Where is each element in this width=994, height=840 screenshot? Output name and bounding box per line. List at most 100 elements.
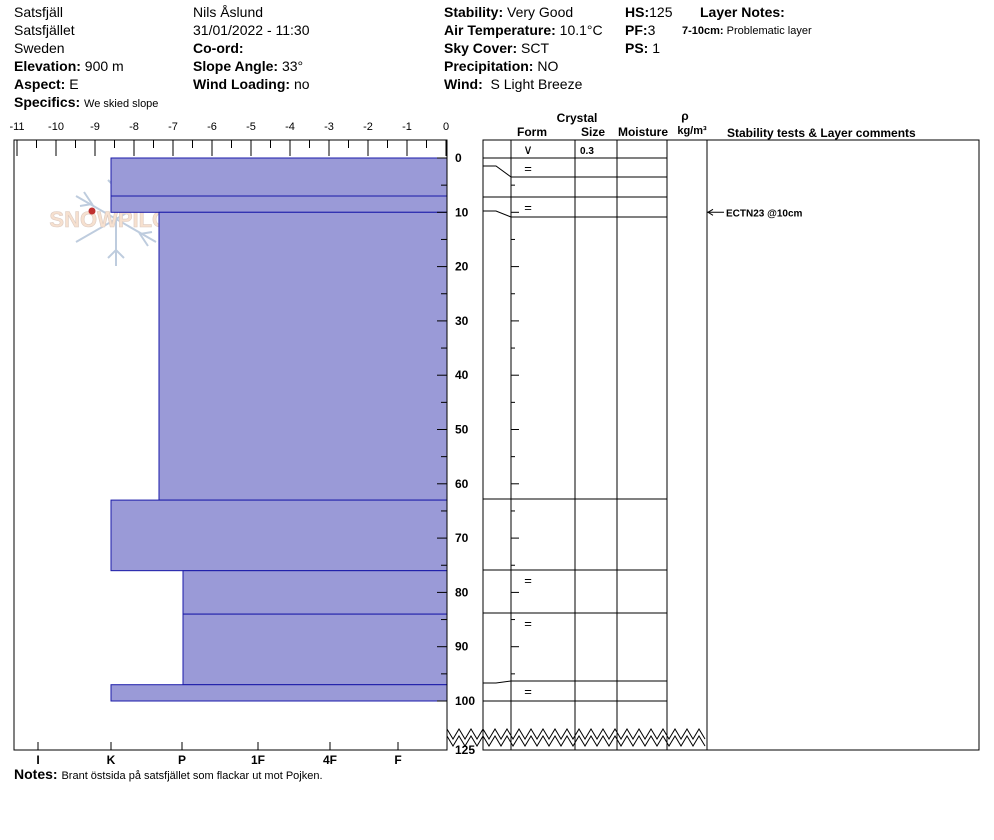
slope-value: 33° — [281, 58, 304, 74]
depth-tick-label-9: 90 — [455, 640, 469, 654]
layer-bar-4 — [182, 570, 448, 615]
elevation-value: 900 m — [84, 58, 124, 74]
location: Satsfjäll — [14, 4, 64, 20]
layer-note-text: Problematic layer — [726, 25, 812, 37]
specifics-row: Specifics: We skied slope — [14, 94, 159, 110]
temp-tick-label-1: -10 — [48, 121, 64, 133]
temp-tick-label-9: -2 — [363, 121, 373, 133]
sky-row: Sky Cover: SCT — [444, 40, 550, 56]
layer-bar-1 — [110, 195, 448, 213]
col-rho: ρ — [681, 109, 688, 123]
depth-tick-label-8: 80 — [455, 585, 469, 599]
depth-tick-label-10: 100 — [455, 694, 475, 708]
wind-loading-value: no — [293, 76, 310, 92]
break-line-b — [446, 735, 484, 747]
hardness-label-4: 4F — [323, 753, 337, 767]
layer-notes-label: Layer Notes: — [700, 4, 785, 20]
depth-tick-label-4: 40 — [455, 368, 469, 382]
precip-row: Precipitation: NO — [444, 58, 559, 74]
col-stability-tests: Stability tests & Layer comments — [727, 126, 916, 140]
stability-value: Very Good — [507, 4, 574, 20]
chart-frames — [13, 139, 980, 751]
coord-row: Co-ord: — [193, 40, 244, 56]
hardness-label-5: F — [394, 753, 401, 767]
layer-note-range: 7-10cm: — [682, 25, 724, 37]
col-density-unit: kg/m³ — [677, 125, 707, 137]
temp-tick-label-4: -7 — [168, 121, 178, 133]
temp-tick-label-6: -5 — [246, 121, 256, 133]
temp-tick-label-3: -8 — [129, 121, 139, 133]
col-crystal: Crystal — [557, 111, 598, 125]
precip-value: NO — [537, 58, 559, 74]
crystal-table: ∨ 0.3 = = = = = ECTN23 @10cm — [483, 140, 803, 750]
layer-connector-1 — [483, 165, 512, 178]
col-moisture: Moisture — [618, 125, 668, 139]
hs-value: 125 — [649, 4, 673, 20]
specifics-value: We skied slope — [84, 98, 159, 110]
slope-row: Slope Angle: 33° — [193, 58, 304, 74]
hardness-label-3: 1F — [251, 753, 265, 767]
temp-tick-label-10: -1 — [402, 121, 412, 133]
break-line-c — [482, 728, 706, 740]
notes-value: Brant östsida på satsfjället som flackar… — [61, 770, 323, 782]
observer: Nils Åslund — [193, 4, 264, 20]
crystal-form-8: = — [524, 684, 532, 699]
hardness-layers — [110, 157, 448, 702]
crystal-form-0: ∨ — [523, 142, 533, 157]
hardness-axis: I K P 1F 4F F — [36, 742, 402, 767]
area: Satsfjället — [14, 22, 75, 38]
notes-row: Notes: Brant östsida på satsfjället som … — [14, 766, 323, 782]
stability-arrowhead-0 — [707, 208, 714, 216]
crystal-form-1: = — [524, 161, 532, 176]
temperature-axis: -11 -10 -9 -8 -7 -6 -5 -4 -3 -2 -1 0 — [9, 121, 449, 156]
hs-row: HS:125 — [625, 4, 673, 20]
aspect-value: E — [69, 76, 79, 92]
sky-value: SCT — [521, 40, 550, 56]
country: Sweden — [14, 40, 65, 56]
depth-tick-label-11: 125 — [455, 743, 475, 757]
ps-row: PS: 1 — [625, 40, 661, 56]
temp-tick-label-2: -9 — [90, 121, 100, 133]
stability-row: Stability: Very Good — [444, 4, 574, 20]
layer-connector-3 — [483, 210, 512, 218]
datetime: 31/01/2022 - 11:30 — [193, 22, 310, 38]
break-line-a — [446, 728, 484, 740]
depth-tick-label-6: 60 — [455, 477, 469, 491]
ps-value: 1 — [652, 40, 661, 56]
depth-tick-label-3: 30 — [455, 314, 469, 328]
crystal-form-6: = — [524, 573, 532, 588]
temp-tick-label-5: -6 — [207, 121, 217, 133]
stability-test-label-0: ECTN23 @10cm — [726, 208, 803, 219]
layer-bar-2 — [158, 211, 448, 501]
layer-bar-6 — [110, 684, 448, 702]
hardness-label-1: K — [107, 753, 116, 767]
layer-connector-7 — [483, 680, 512, 684]
crystal-form-3: = — [524, 200, 532, 215]
layer-bar-3 — [110, 499, 448, 572]
temp-tick-label-7: -4 — [285, 121, 295, 133]
left-frame — [13, 139, 448, 751]
right-frame — [482, 139, 980, 751]
wind-loading-row: Wind Loading: no — [193, 76, 310, 92]
elevation-row: Elevation: 900 m — [14, 58, 124, 74]
depth-tick-label-2: 20 — [455, 260, 469, 274]
air-temp-row: Air Temperature: 10.1°C — [444, 22, 603, 38]
wind-row: Wind: S Light Breeze — [444, 76, 583, 92]
depth-axis: 0 10 20 30 40 50 60 70 80 90 100 125 — [437, 151, 519, 757]
col-size: Size — [581, 125, 605, 139]
air-temp-value: 10.1°C — [559, 22, 603, 38]
depth-tick-label-7: 70 — [455, 531, 469, 545]
pf-row: PF:3 — [625, 22, 656, 38]
temp-tick-label-8: -3 — [324, 121, 334, 133]
wind-value: S Light Breeze — [490, 76, 583, 92]
depth-tick-label-1: 10 — [455, 205, 469, 219]
depth-tick-label-5: 50 — [455, 423, 469, 437]
col-form: Form — [517, 125, 547, 139]
break-line-d — [482, 735, 706, 747]
hardness-label-2: P — [178, 753, 186, 767]
temp-tick-label-11: 0 — [443, 121, 449, 133]
temp-tick-label-0: -11 — [9, 121, 24, 133]
crystal-size-0: 0.3 — [580, 146, 594, 157]
depth-tick-label-0: 0 — [455, 151, 462, 165]
